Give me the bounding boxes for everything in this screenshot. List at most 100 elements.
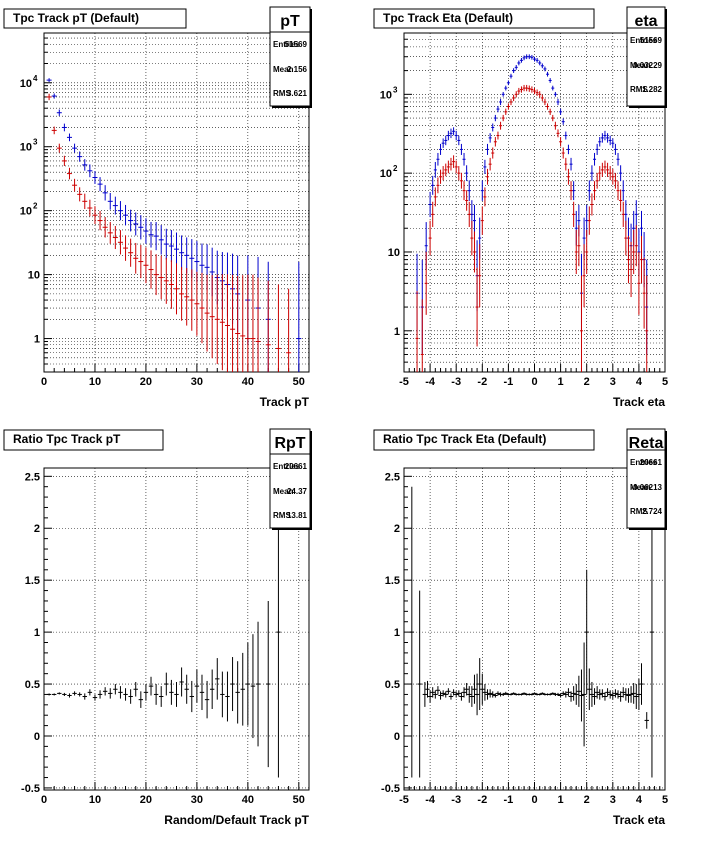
data-point	[128, 238, 134, 267]
x-tick-label: 10	[89, 376, 101, 388]
data-point	[456, 690, 462, 697]
data-point	[606, 162, 610, 177]
data-point	[97, 690, 103, 699]
data-point	[584, 569, 589, 695]
x-tick-label: 2	[584, 376, 590, 388]
stats-label: Mean	[630, 61, 651, 70]
data-point	[428, 220, 432, 256]
data-point	[574, 684, 579, 705]
data-point	[608, 135, 612, 146]
data-point	[566, 168, 570, 185]
data-point	[493, 693, 498, 698]
x-tick-label: -1	[504, 794, 514, 806]
data-point	[611, 168, 615, 185]
data-point	[608, 166, 612, 181]
data-point	[517, 60, 521, 66]
stats-value: 0.03229	[633, 61, 662, 70]
chart-title: Tpc Track pT (Default)	[13, 11, 139, 25]
stats-value: 51569	[640, 36, 663, 45]
data-point	[436, 177, 440, 194]
stats-name: RpT	[274, 435, 305, 452]
stats-label: RMS	[630, 85, 648, 94]
data-point	[508, 693, 514, 696]
data-point	[610, 691, 615, 700]
y-tick-exponent: 2	[33, 202, 38, 211]
data-point	[587, 668, 592, 711]
data-point	[168, 260, 174, 309]
data-point	[600, 162, 604, 177]
data-point	[525, 84, 529, 92]
x-tick-label: 1	[558, 794, 564, 806]
data-point	[174, 232, 179, 266]
data-point	[590, 165, 594, 182]
data-point	[67, 693, 72, 698]
data-point	[467, 686, 472, 703]
data-point	[500, 692, 506, 696]
data-point	[548, 108, 552, 115]
x-tick-label: -3	[451, 794, 461, 806]
stats-label: Entries	[630, 458, 658, 467]
data-point	[77, 692, 82, 697]
data-point	[46, 693, 52, 696]
data-point	[527, 85, 531, 92]
y-tick-label: 0.5	[25, 679, 40, 691]
y-tick-label: 0	[34, 731, 40, 743]
x-tick-label: 50	[293, 376, 305, 388]
data-point	[189, 269, 195, 331]
x-tick-label: 0	[41, 794, 47, 806]
data-point	[72, 691, 77, 696]
y-tick-label: 1.5	[25, 575, 40, 587]
data-point	[446, 130, 450, 141]
x-tick-label: 50	[293, 794, 305, 806]
data-point	[519, 57, 523, 63]
data-point	[626, 235, 630, 284]
stats-name: pT	[280, 13, 300, 30]
data-point	[417, 590, 422, 778]
data-point	[433, 187, 437, 207]
x-tick-label: -4	[425, 794, 436, 806]
data-point	[454, 160, 458, 174]
y-tick-label: 10	[380, 168, 392, 180]
data-point	[92, 206, 98, 225]
data-point	[607, 690, 613, 699]
data-point	[483, 187, 487, 207]
data-point	[621, 180, 625, 201]
data-point	[286, 288, 292, 372]
data-point	[533, 56, 536, 62]
y-tick-label: 0	[394, 731, 400, 743]
data-point	[511, 692, 516, 695]
data-point	[504, 108, 508, 115]
data-point	[245, 642, 251, 726]
data-point	[467, 180, 471, 201]
data-point	[517, 87, 521, 95]
x-tick-label: -5	[399, 794, 409, 806]
data-point	[163, 228, 169, 260]
data-point	[628, 686, 634, 703]
data-point	[428, 191, 432, 218]
data-point	[133, 212, 139, 236]
data-point	[164, 672, 169, 696]
data-point	[636, 678, 642, 711]
data-point	[441, 166, 445, 181]
chart-title: Ratio Tpc Track pT	[13, 432, 121, 446]
data-point	[615, 690, 621, 699]
data-point	[444, 135, 448, 146]
stats-value: 3.621	[287, 89, 308, 98]
data-point	[480, 673, 485, 705]
x-tick-label: 5	[662, 376, 668, 388]
data-point	[235, 275, 241, 372]
data-point	[547, 693, 553, 696]
data-point	[504, 85, 508, 91]
data-point	[582, 244, 586, 308]
data-point	[199, 272, 205, 344]
stats-name: Reta	[629, 435, 664, 452]
data-point	[626, 688, 631, 703]
data-point	[214, 274, 220, 365]
data-point	[245, 274, 251, 372]
data-point	[491, 147, 495, 159]
x-tick-label: 0	[531, 376, 537, 388]
data-point	[546, 71, 550, 77]
data-point	[522, 84, 526, 92]
data-point	[465, 165, 469, 182]
data-point	[415, 291, 419, 372]
